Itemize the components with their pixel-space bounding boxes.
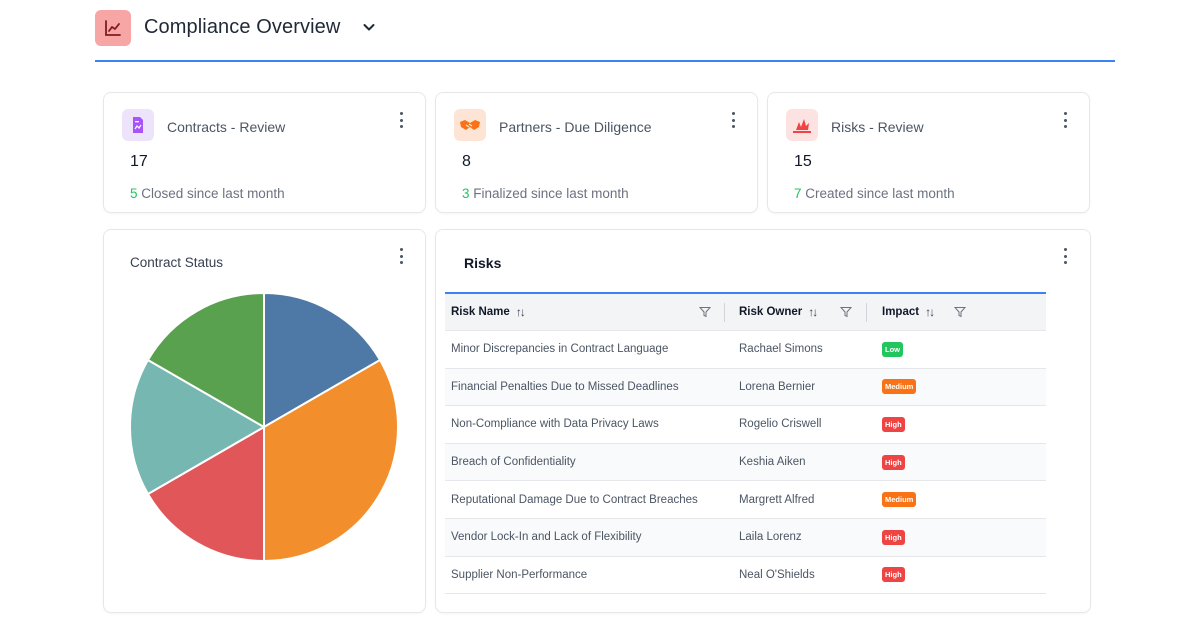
column-header-impact[interactable]: Impact ↑↓ (867, 294, 1046, 330)
impact-badge: High (882, 567, 905, 583)
sort-icon[interactable]: ↑↓ (808, 305, 818, 319)
risk-owner-cell: Margrett Alfred (739, 493, 815, 506)
column-divider (866, 303, 867, 322)
impact-badge: Low (882, 341, 903, 357)
risk-owner-cell: Laila Lorenz (739, 531, 802, 544)
handshake-icon (454, 109, 486, 141)
risk-owner-cell: Rachael Simons (739, 343, 823, 356)
impact-cell: High (867, 529, 1046, 545)
kpi-delta-text: Created since last month (801, 186, 955, 201)
risk-name-cell: Reputational Damage Due to Contract Brea… (451, 493, 698, 506)
filter-icon[interactable] (840, 306, 852, 318)
column-header-risk-name[interactable]: Risk Name ↑↓ (445, 294, 725, 330)
risks-card: Risks Risk Name ↑↓ Risk Owner ↑↓ Impact … (435, 229, 1091, 613)
filter-icon[interactable] (699, 306, 711, 318)
risk-owner-cell: Lorena Bernier (739, 380, 816, 393)
contract-status-card: Contract Status (103, 229, 426, 613)
table-row[interactable]: Vendor Lock-In and Lack of Flexibility La… (445, 518, 1046, 557)
pie-slice[interactable] (146, 291, 265, 429)
table-title: Risks (464, 255, 502, 271)
kpi-footnote: 5 Closed since last month (130, 186, 285, 201)
column-label: Impact (882, 306, 920, 318)
kpi-card-risks: Risks - Review 15 7 Created since last m… (767, 92, 1090, 213)
kpi-footnote: 7 Created since last month (794, 186, 955, 201)
impact-cell: High (867, 567, 1046, 583)
kpi-card-contracts: Contracts - Review 17 5 Closed since las… (103, 92, 426, 213)
table-row[interactable]: Supplier Non-Performance Neal O'Shields Hi… (445, 557, 1046, 595)
risk-owner-cell: Rogelio Criswell (739, 418, 822, 431)
table-row[interactable]: Breach of Confidentiality Keshia Aiken Hig… (445, 443, 1046, 482)
table-body: Minor Discrepancies in Contract Language… (445, 331, 1046, 595)
impact-cell: High (867, 454, 1046, 470)
more-options-icon[interactable] (395, 247, 407, 265)
kpi-delta: 5 (130, 186, 138, 201)
kpi-value: 8 (462, 153, 471, 170)
risk-name-cell: Financial Penalties Due to Missed Deadli… (451, 380, 679, 393)
kpi-delta-text: Finalized since last month (469, 186, 629, 201)
kpi-footnote: 3 Finalized since last month (462, 186, 629, 201)
impact-cell: High (867, 416, 1046, 432)
table-row[interactable]: Non-Compliance with Data Privacy Laws Rog… (445, 406, 1046, 444)
impact-cell: Medium (867, 379, 1046, 395)
column-label: Risk Name (451, 306, 510, 318)
impact-badge: Medium (882, 379, 917, 395)
impact-badge: High (882, 416, 905, 432)
contract-status-pie-chart (129, 291, 399, 563)
risk-name-cell: Minor Discrepancies in Contract Language (451, 343, 669, 356)
pie-slice[interactable] (146, 425, 265, 563)
impact-badge: High (882, 529, 905, 545)
table-row[interactable]: Financial Penalties Due to Missed Deadli… (445, 368, 1046, 407)
impact-badge: High (882, 454, 905, 470)
sort-icon[interactable]: ↑↓ (515, 305, 526, 319)
pie-slice[interactable] (263, 291, 382, 429)
risk-name-cell: Vendor Lock-In and Lack of Flexibility (451, 531, 642, 544)
risk-owner-cell: Keshia Aiken (739, 456, 806, 469)
impact-cell: Low (867, 341, 1046, 357)
impact-badge: Medium (882, 492, 917, 508)
pie-slice[interactable] (129, 358, 267, 496)
kpi-value: 17 (130, 153, 148, 170)
risk-owner-cell: Neal O'Shields (739, 568, 815, 581)
kpi-delta-text: Closed since last month (137, 186, 285, 201)
kpi-delta: 7 (794, 186, 802, 201)
line-chart-icon (95, 10, 131, 46)
kpi-card-partners: Partners - Due Diligence 8 3 Finalized s… (435, 92, 758, 213)
impact-cell: Medium (867, 492, 1046, 508)
document-chart-icon (122, 109, 154, 141)
table-header: Risk Name ↑↓ Risk Owner ↑↓ Impact ↑↓ (445, 294, 1046, 331)
chevron-down-icon[interactable] (361, 19, 377, 35)
more-options-icon[interactable] (1059, 111, 1071, 129)
table-row[interactable]: Reputational Damage Due to Contract Brea… (445, 481, 1046, 519)
table-row[interactable]: Minor Discrepancies in Contract Language… (445, 331, 1046, 369)
warning-burst-icon (786, 109, 818, 141)
pie-slice[interactable] (263, 358, 399, 563)
risk-name-cell: Non-Compliance with Data Privacy Laws (451, 418, 659, 431)
column-divider (724, 303, 725, 322)
kpi-value: 15 (794, 153, 812, 170)
kpi-title: Partners - Due Diligence (499, 119, 652, 135)
chart-title: Contract Status (130, 255, 224, 270)
dashboard-header: Compliance Overview (95, 10, 1115, 62)
risks-table: Risk Name ↑↓ Risk Owner ↑↓ Impact ↑↓ Min… (445, 292, 1046, 595)
sort-icon[interactable]: ↑↓ (925, 305, 935, 319)
column-label: Risk Owner (739, 306, 803, 318)
kpi-title: Risks - Review (831, 119, 924, 135)
more-options-icon[interactable] (395, 111, 407, 129)
risk-name-cell: Supplier Non-Performance (451, 568, 588, 581)
filter-icon[interactable] (954, 306, 966, 318)
more-options-icon[interactable] (1059, 247, 1071, 265)
kpi-delta: 3 (462, 186, 470, 201)
kpi-title: Contracts - Review (167, 119, 286, 135)
more-options-icon[interactable] (727, 111, 739, 129)
column-header-risk-owner[interactable]: Risk Owner ↑↓ (725, 294, 867, 330)
risk-name-cell: Breach of Confidentiality (451, 456, 576, 469)
page-title[interactable]: Compliance Overview (144, 16, 341, 38)
